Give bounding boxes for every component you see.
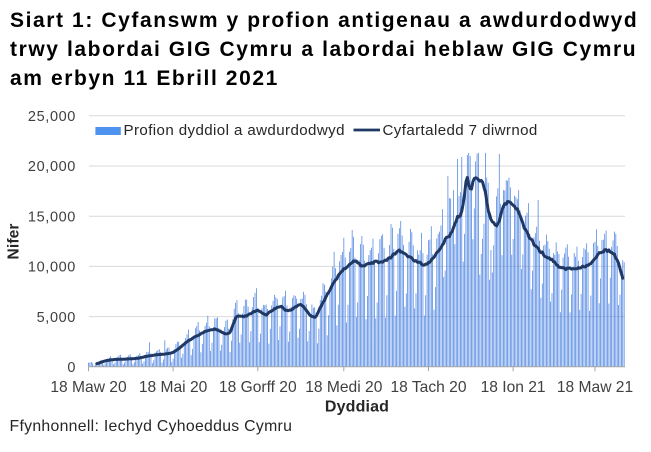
svg-text:18 Maw 21: 18 Maw 21 (557, 379, 633, 396)
svg-text:18 Ion 21: 18 Ion 21 (481, 379, 546, 396)
svg-text:Profion dyddiol a awdurdodwyd: Profion dyddiol a awdurdodwyd (124, 122, 345, 139)
svg-text:18 Maw 20: 18 Maw 20 (50, 379, 127, 396)
svg-text:Cyfartaledd 7 diwrnod: Cyfartaledd 7 diwrnod (383, 122, 538, 139)
svg-text:20,000: 20,000 (28, 159, 76, 175)
svg-text:25,000: 25,000 (28, 109, 76, 125)
svg-text:18 Mai 20: 18 Mai 20 (139, 379, 208, 396)
svg-text:15,000: 15,000 (28, 209, 76, 225)
svg-text:Nifer: Nifer (6, 223, 23, 259)
svg-text:5,000: 5,000 (37, 310, 76, 326)
svg-text:18 Gorff 20: 18 Gorff 20 (219, 379, 297, 396)
svg-text:18 Medi 20: 18 Medi 20 (305, 379, 382, 396)
svg-text:18 Tach 20: 18 Tach 20 (390, 379, 466, 396)
svg-text:10,000: 10,000 (28, 260, 76, 276)
svg-text:Ffynhonnell: Iechyd Cyhoeddus: Ffynhonnell: Iechyd Cyhoeddus Cymru (10, 418, 293, 435)
svg-text:0: 0 (67, 360, 76, 376)
svg-text:Dyddiad: Dyddiad (325, 399, 389, 416)
